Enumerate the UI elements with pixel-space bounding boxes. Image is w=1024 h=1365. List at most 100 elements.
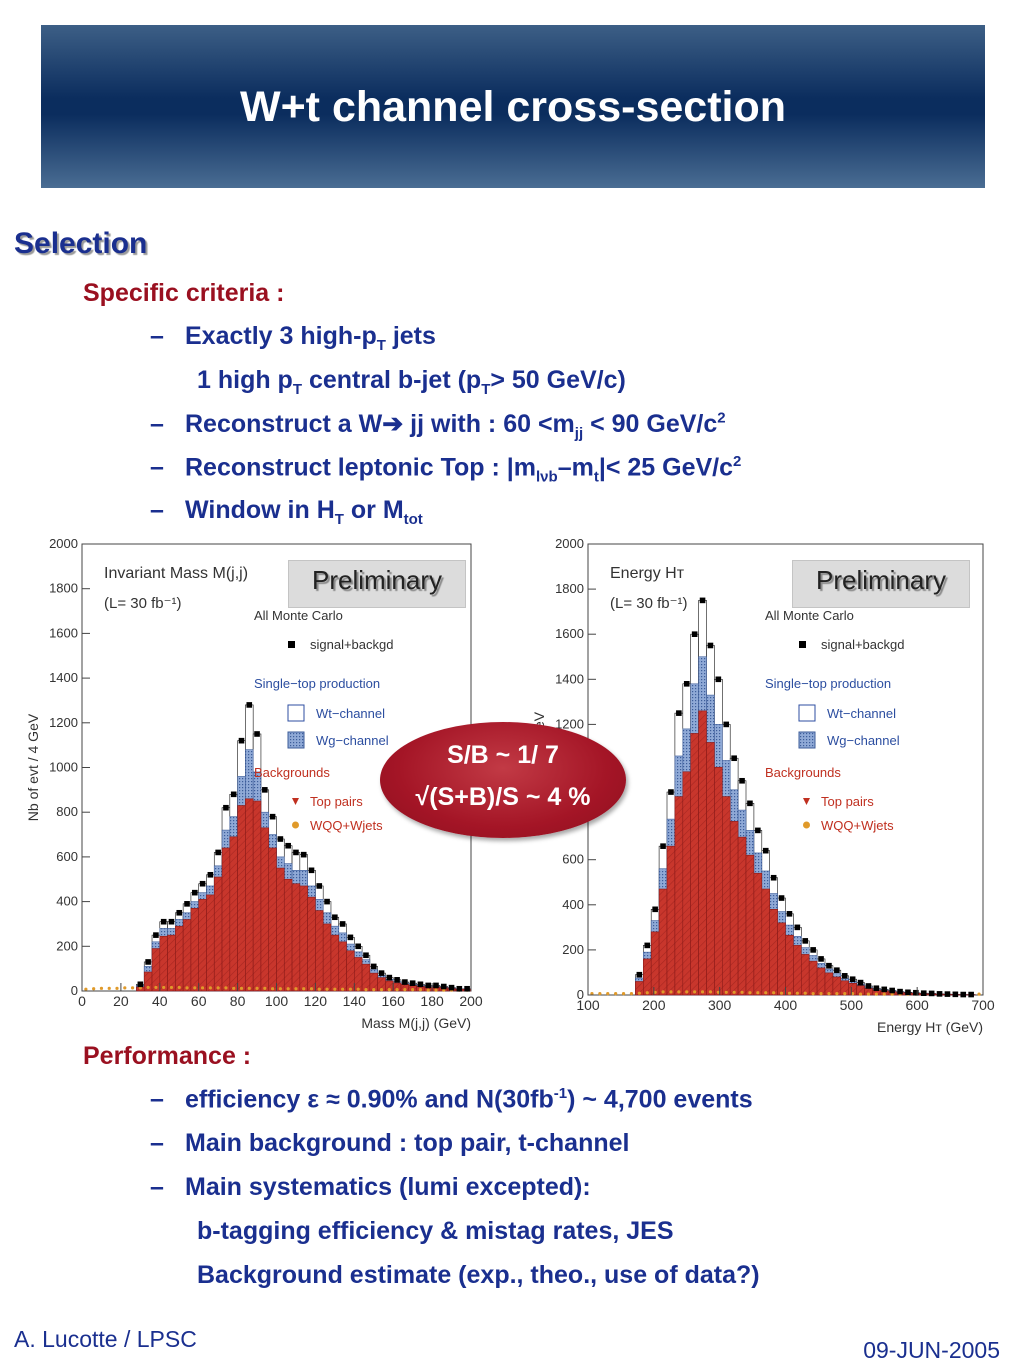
signal-point [952, 991, 959, 998]
top-pairs-hatch [175, 926, 184, 991]
top-pairs-hatch [237, 805, 246, 991]
signal-point [683, 681, 690, 687]
signal-point [849, 976, 856, 983]
legend-wt-swatch [287, 704, 305, 722]
signal-point [731, 755, 737, 762]
signal-point [691, 631, 698, 637]
wqq-point [239, 986, 244, 990]
legend-wt-swatch [798, 704, 816, 722]
top-pairs-hatch [730, 821, 739, 995]
signal-point [968, 991, 974, 998]
x-tick-label: 180 [420, 993, 444, 1009]
top-pairs-hatch [761, 889, 770, 995]
wqq-point [263, 986, 267, 990]
signal-point [207, 871, 214, 878]
performance-heading: Performance : [83, 1042, 252, 1070]
dash: – [150, 322, 164, 350]
signal-point [889, 987, 895, 994]
signal-point [230, 791, 237, 798]
wqq-point [271, 987, 275, 991]
top-pairs-hatch [276, 868, 285, 991]
legend-mc: All Monte Carlo [765, 608, 854, 623]
top-pairs-hatch [738, 837, 746, 995]
legend-wt: Wt−channel [827, 706, 896, 721]
wqq-point [827, 992, 831, 996]
performance-3b: Background estimate (exp., theo., use of… [197, 1261, 760, 1289]
top-pairs-hatch [315, 910, 324, 991]
top-pairs-hatch [667, 846, 675, 995]
top-pairs-hatch [706, 742, 715, 995]
wqq-point [123, 986, 127, 990]
wqq-point [115, 986, 119, 990]
wqq-point [708, 990, 713, 994]
wqq-point [858, 992, 863, 996]
wqq-point [294, 987, 298, 991]
top-pairs-hatch [377, 977, 386, 991]
wqq-point [724, 990, 728, 994]
y-tick-label: 400 [56, 894, 78, 909]
signal-point [402, 979, 408, 985]
x-tick-label: 700 [971, 997, 995, 1013]
top-pairs-hatch [183, 919, 191, 991]
top-pairs-hatch [307, 897, 316, 991]
signal-point [762, 847, 769, 854]
criterion-1: – Exactly 3 high-pT jets [150, 322, 436, 354]
signal-point [160, 918, 167, 925]
signal-point [770, 874, 777, 881]
legend-wg-swatch [798, 731, 816, 749]
wqq-point [693, 990, 697, 994]
signal-point [153, 932, 159, 938]
signal-point [145, 959, 151, 965]
performance-3: – Main systematics (lumi excepted): [150, 1173, 591, 1201]
lumi-label: (L= 30 fb⁻¹) [610, 595, 688, 612]
y-tick-label: 600 [562, 852, 584, 867]
top-pairs-hatch [190, 908, 199, 991]
wqq-point [629, 992, 634, 996]
wqq-point [835, 992, 839, 996]
signal-point [363, 952, 369, 959]
top-pairs-hatch [214, 877, 223, 991]
wqq-point [99, 986, 104, 990]
lumi-label: (L= 30 fb⁻¹) [104, 595, 182, 612]
y-tick-label: 1000 [49, 760, 78, 775]
signal-point [448, 984, 455, 991]
criteria-heading: Specific criteria : [83, 279, 285, 307]
performance-3a: b-tagging efficiency & mistag rates, JES [197, 1217, 674, 1245]
x-tick-label: 80 [230, 993, 246, 1009]
wqq-point [162, 985, 166, 990]
criterion-4: – Window in HT or Mtot [150, 496, 423, 528]
signal-point [300, 851, 307, 858]
signal-point [394, 977, 400, 983]
top-pairs-hatch [260, 827, 269, 991]
wqq-point [278, 987, 282, 991]
x-tick-label: 140 [343, 993, 367, 1009]
legend-wg: Wg−channel [827, 733, 900, 748]
top-pairs-hatch [330, 935, 339, 991]
wqq-point [977, 992, 981, 996]
y-tick-label: 2000 [555, 536, 584, 551]
signal-point [865, 983, 872, 989]
top-pairs-hatch [299, 885, 308, 991]
signal-point [913, 989, 919, 996]
criterion-1b: 1 high pT central b-jet (pT> 50 GeV/c) [197, 366, 626, 398]
wqq-point [803, 991, 807, 995]
legend-signal: signal+backgd [310, 637, 393, 652]
wqq-point [795, 991, 799, 995]
wqq-point [772, 991, 776, 995]
ht-histogram: 0200400600800100012001400160018002000100… [531, 536, 995, 1035]
x-tick-label: 120 [304, 993, 328, 1009]
top-pairs-hatch [817, 967, 825, 995]
author: A. Lucotte / LPSC [14, 1326, 197, 1352]
x-axis-label: Mass M(j,j) (GeV) [361, 1015, 471, 1031]
x-tick-label: 160 [382, 993, 406, 1009]
wqq-point [637, 991, 641, 995]
signal-point [778, 895, 785, 901]
legend-tt: Top pairs [821, 794, 874, 809]
x-tick-label: 100 [265, 993, 289, 1009]
top-pairs-hatch [362, 964, 370, 991]
y-tick-label: 1800 [555, 581, 584, 596]
top-pairs-hatch [284, 879, 293, 991]
top-pairs-hatch [856, 985, 865, 995]
wqq-point [169, 985, 174, 990]
signal-point [332, 914, 338, 921]
